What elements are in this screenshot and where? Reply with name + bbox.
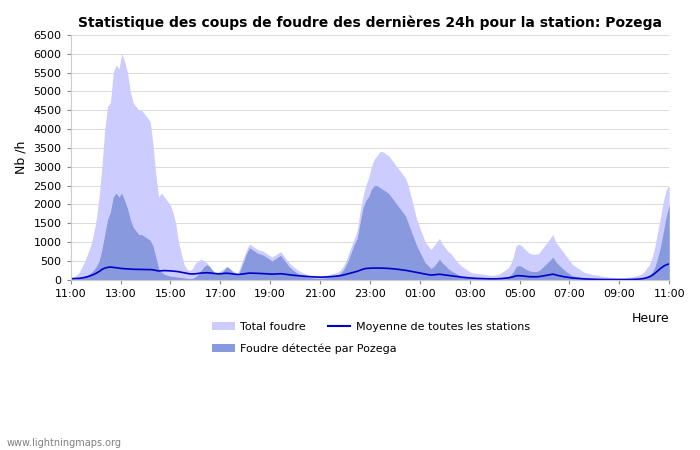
Title: Statistique des coups de foudre des dernières 24h pour la station: Pozega: Statistique des coups de foudre des dern…: [78, 15, 662, 30]
Y-axis label: Nb /h: Nb /h: [15, 141, 28, 174]
Legend: Foudre détectée par Pozega: Foudre détectée par Pozega: [208, 339, 401, 359]
Text: www.lightningmaps.org: www.lightningmaps.org: [7, 438, 122, 448]
Text: Heure: Heure: [631, 312, 669, 324]
